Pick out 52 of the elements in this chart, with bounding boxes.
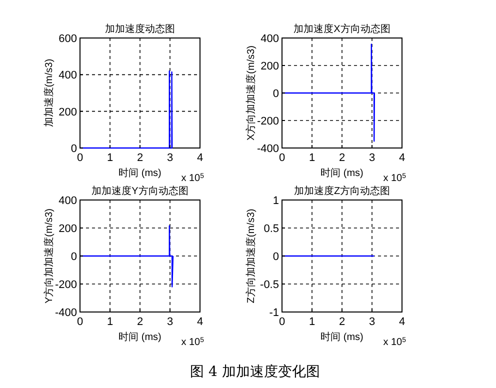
chart-title: 加加速度动态图 <box>105 23 175 35</box>
x-axis-title: 时间 (ms) <box>320 167 364 179</box>
chart-title: 加加速度X方向动态图 <box>294 23 390 35</box>
y-tick-label: 200 <box>58 223 77 235</box>
x-tick-label: 3 <box>166 152 174 164</box>
caption: 图 4 加加速度变化图 <box>190 364 320 380</box>
x-tick-label: 2 <box>136 316 144 328</box>
x-tick-label: 2 <box>136 152 144 164</box>
y-tick-label: 400 <box>58 195 77 207</box>
x-axis-title: 时间 (ms) <box>118 167 162 179</box>
y-tick-label: 600 <box>58 33 77 45</box>
text: x 10$^{5}$ <box>383 172 406 184</box>
y-tick-label: -0.5 <box>260 279 279 291</box>
x-axis-title: 时间 (ms) <box>118 331 162 343</box>
x-tick-label: 4 <box>398 316 406 328</box>
chart-title: 加加速度Z方向动态图 <box>294 185 390 197</box>
y-tick-label: 1 <box>272 195 279 207</box>
y-tick-label: 0 <box>272 88 279 100</box>
y-tick-label: 200 <box>260 60 279 72</box>
x-tick-label: 2 <box>338 316 346 328</box>
x-tick-label: 4 <box>196 316 204 328</box>
x-tick-label: 1 <box>106 152 114 164</box>
y-tick-label: -400 <box>54 307 77 319</box>
x-tick-label: 3 <box>368 316 376 328</box>
y-tick-label: 0.5 <box>264 223 279 235</box>
x-tick-label: 4 <box>398 152 406 164</box>
chart-title: 加加速度Y方向动态图 <box>92 185 188 197</box>
text: x 10$^{5}$ <box>181 336 204 348</box>
x-tick-label: 3 <box>166 316 174 328</box>
y-tick-label: -400 <box>256 143 279 155</box>
y-tick-label: -200 <box>54 279 77 291</box>
y-tick-label: 0 <box>70 251 77 263</box>
y-axis-title: X方向加加速度(m/s3) <box>245 46 257 140</box>
x-tick-label: 3 <box>368 152 376 164</box>
y-tick-label: 400 <box>260 33 279 45</box>
y-tick-label: -1 <box>269 307 279 319</box>
x-tick-label: 1 <box>308 316 316 328</box>
x-tick-label: 1 <box>308 152 316 164</box>
x-tick-label: 4 <box>196 152 204 164</box>
y-axis-title: 加加速度(m/s3) <box>43 58 55 128</box>
y-axis-title: Y方向加加速度(m/s3) <box>43 208 55 304</box>
x-axis-title: 时间 (ms) <box>320 331 364 343</box>
text: x 10$^{5}$ <box>181 172 204 184</box>
x-tick-label: 2 <box>338 152 346 164</box>
y-axis-title: Z方向加加速度(m/s3) <box>245 208 257 304</box>
y-tick-label: 200 <box>58 106 77 118</box>
y-tick-label: 400 <box>58 70 77 82</box>
y-tick-label: 0 <box>70 143 77 155</box>
text: x 10$^{5}$ <box>383 336 406 348</box>
y-tick-label: 0 <box>272 251 279 263</box>
x-tick-label: 1 <box>106 316 114 328</box>
y-tick-label: -200 <box>256 116 279 128</box>
